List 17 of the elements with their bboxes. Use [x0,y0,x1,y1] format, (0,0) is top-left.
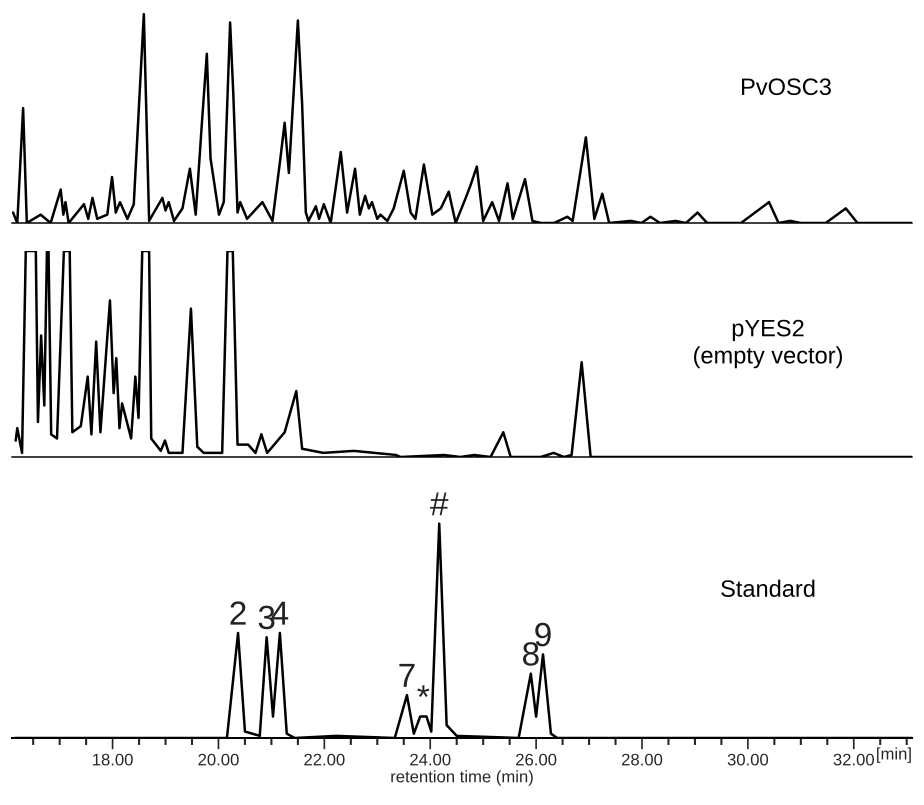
x-tick-label: 18.00 [93,754,133,766]
x-tick-label: 24.00 [410,754,450,766]
text: pYES2 (empty vector) [694,320,842,368]
annotation: * [417,685,430,698]
annotation: 7 [399,664,415,687]
text: Standard [721,580,814,597]
annotation: 2 [230,601,246,625]
text: [min] [877,747,911,763]
text: PvOSC3 [742,78,831,96]
x-tick-label: 20.00 [198,754,239,766]
x-tick-label: 32.00 [834,754,874,766]
x-axis-title: retention time (min) [391,770,533,786]
x-tick-label: 22.00 [304,754,345,766]
x-tick-label: 26.00 [516,754,556,766]
x-tick-label: 28.00 [622,754,662,766]
x-tick-label: 30.00 [728,754,768,766]
annotation: # [430,492,448,516]
